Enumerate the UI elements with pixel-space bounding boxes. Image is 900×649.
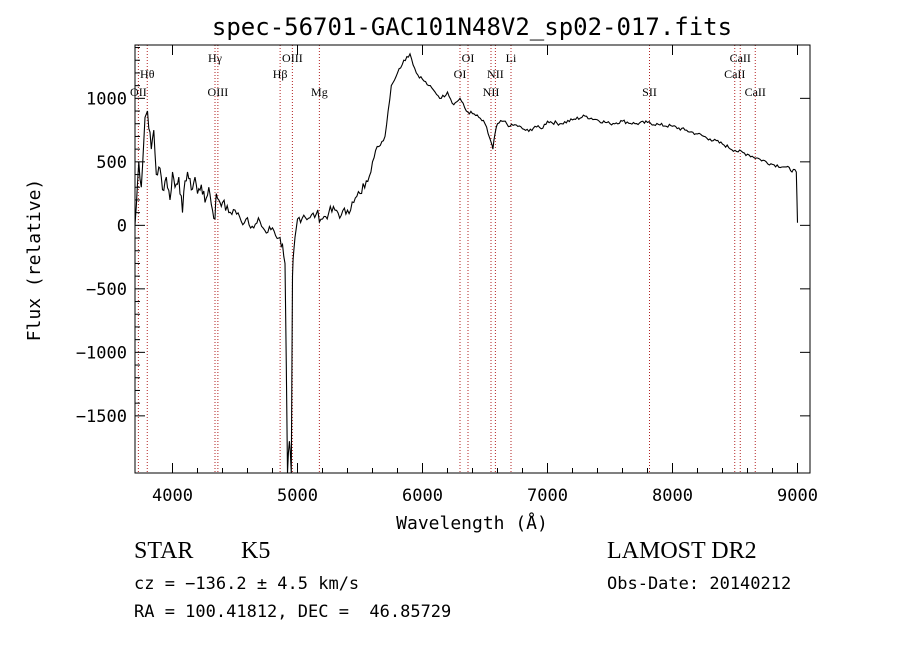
x-tick-label: 7000	[527, 486, 568, 506]
plot-frame	[134, 44, 811, 474]
line-marker-label: CaII	[730, 51, 751, 65]
y-tick-label: −1500	[76, 407, 127, 427]
y-axis: −1500 −1000 −500 0 500 1000	[76, 47, 810, 427]
series-group	[134, 52, 799, 474]
line-marker-label: Hθ	[140, 67, 155, 81]
object-class: STAR	[134, 538, 194, 564]
object-subclass: K5	[241, 538, 271, 564]
x-tick-label: 9000	[777, 486, 818, 506]
line-markers: OIIHθHγOIIIHβOIIIMgOIOINIINIILiSIICaIICa…	[130, 45, 766, 473]
line-marker-label: Mg	[311, 85, 328, 99]
line-marker-label: Li	[506, 51, 517, 65]
line-marker-label: NII	[487, 67, 504, 81]
coordinates-line: RA = 100.41812, DEC = 46.85729	[134, 602, 452, 622]
survey-label: LAMOST DR2	[607, 538, 757, 564]
x-axis: 4000 5000 6000 7000 8000 9000	[152, 45, 818, 506]
line-marker-label: OII	[130, 85, 147, 99]
y-tick-label: 500	[96, 153, 127, 173]
line-marker-label: OI	[462, 51, 475, 65]
x-tick-label: 8000	[652, 486, 693, 506]
x-tick-label: 5000	[277, 486, 318, 506]
line-marker-label: CaII	[724, 67, 745, 81]
y-tick-label: 0	[117, 216, 127, 236]
y-tick-label: −1000	[76, 343, 127, 363]
spectrum-line	[134, 52, 799, 474]
line-marker-label: SII	[642, 85, 657, 99]
y-axis-label: Flux (relative)	[24, 179, 45, 342]
line-marker-label: OIII	[208, 85, 229, 99]
y-tick-label: 1000	[86, 89, 127, 109]
line-marker-label: OI	[454, 67, 467, 81]
y-tick-label: −500	[86, 280, 127, 300]
redshift-line: cz = −136.2 ± 4.5 km/s	[134, 574, 360, 594]
observation-date: Obs-Date: 20140212	[607, 574, 792, 594]
x-tick-label: 4000	[152, 486, 193, 506]
line-marker-label: OIII	[282, 51, 303, 65]
line-marker-label: Hγ	[208, 51, 223, 65]
line-marker-label: Hβ	[273, 67, 288, 81]
chart-title: spec-56701-GAC101N48V2_sp02-017.fits	[212, 13, 732, 41]
line-marker-label: NII	[483, 85, 500, 99]
x-axis-label: Wavelength (Å)	[396, 512, 548, 534]
x-tick-label: 6000	[402, 486, 443, 506]
line-marker-label: CaII	[745, 85, 766, 99]
